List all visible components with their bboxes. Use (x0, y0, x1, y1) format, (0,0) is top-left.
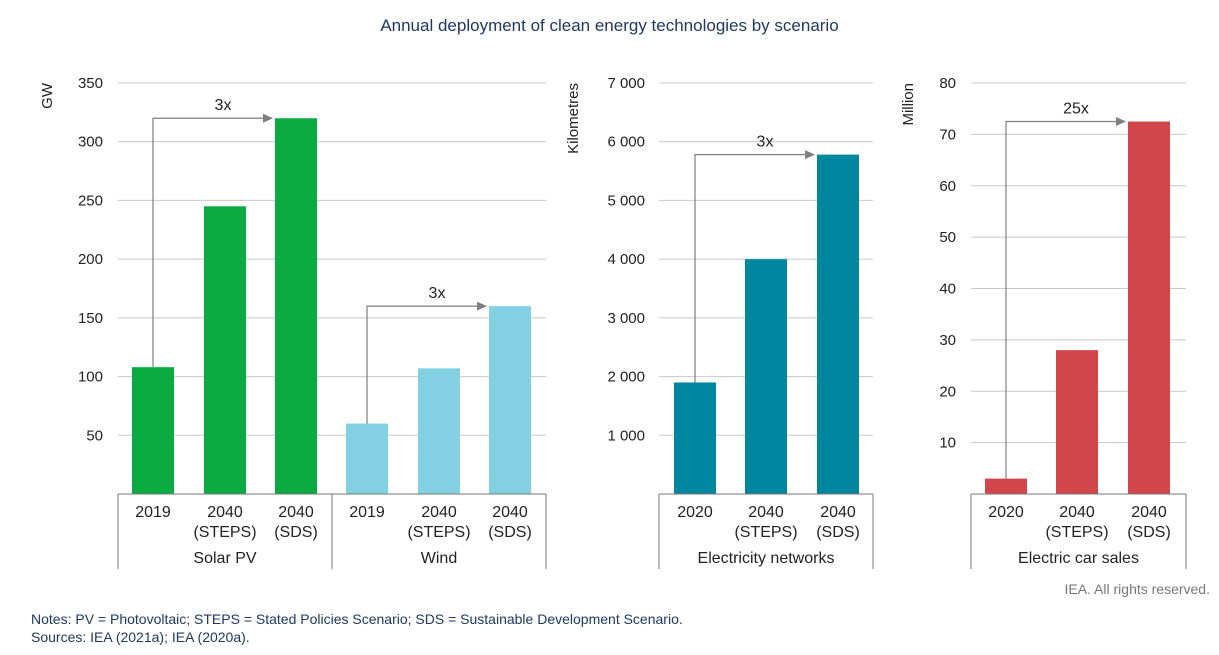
x-tick-label: 2019 (135, 504, 171, 521)
y-tick-label: 7 000 (607, 75, 645, 92)
growth-arrow-head (805, 150, 815, 160)
bar (745, 259, 787, 494)
growth-arrow-head (1116, 117, 1126, 127)
growth-multiple-label: 3x (757, 134, 774, 151)
y-tick-label: 80 (939, 75, 956, 92)
x-tick-label: (SDS) (816, 524, 860, 541)
x-tick-label: 2020 (988, 504, 1024, 521)
y-tick-label: 70 (939, 126, 956, 143)
bar (275, 118, 317, 494)
y-tick-label: 3 000 (607, 310, 645, 327)
y-tick-label: 350 (78, 75, 103, 92)
y-tick-label: 2 000 (607, 369, 645, 386)
bar (346, 423, 388, 494)
y-tick-label: 4 000 (607, 251, 645, 268)
growth-arrow-line (366, 305, 479, 424)
x-tick-label: 2040 (207, 504, 243, 521)
notes-text: Notes: PV = Photovoltaic; STEPS = Stated… (31, 611, 683, 627)
y-axis-label: Million (900, 83, 917, 126)
group-label: Wind (421, 550, 457, 567)
y-tick-label: 300 (78, 134, 103, 151)
x-tick-label: 2020 (677, 504, 713, 521)
bar (817, 154, 859, 495)
y-tick-label: 150 (78, 310, 103, 327)
y-tick-label: 50 (939, 229, 956, 246)
y-tick-label: 40 (939, 281, 956, 298)
bar (674, 382, 716, 494)
x-tick-label: (STEPS) (734, 524, 797, 541)
group-label: Solar PV (193, 550, 256, 567)
bar (418, 368, 460, 494)
y-tick-label: 20 (939, 383, 956, 400)
growth-multiple-label: 25x (1063, 101, 1089, 118)
y-tick-label: 30 (939, 332, 956, 349)
bar (985, 478, 1027, 494)
chart-title: Annual deployment of clean energy techno… (380, 16, 839, 35)
bar (204, 206, 246, 495)
growth-arrow-line (1005, 120, 1118, 479)
bar (1128, 121, 1170, 494)
growth-arrow-head (477, 301, 487, 311)
y-tick-label: 5 000 (607, 192, 645, 209)
y-tick-label: 10 (939, 435, 956, 452)
x-tick-label: 2040 (1059, 504, 1095, 521)
y-tick-label: 60 (939, 178, 956, 195)
y-tick-label: 250 (78, 192, 103, 209)
bar (1056, 350, 1098, 494)
x-tick-label: (STEPS) (1045, 524, 1108, 541)
group-label: Electricity networks (698, 550, 835, 567)
growth-arrow-line (152, 117, 265, 368)
copyright-credit: IEA. All rights reserved. (1064, 581, 1210, 597)
growth-multiple-label: 3x (429, 285, 446, 302)
y-tick-label: 200 (78, 251, 103, 268)
x-tick-label: 2040 (1131, 504, 1167, 521)
bar (132, 367, 174, 494)
x-tick-label: (SDS) (488, 524, 532, 541)
x-tick-label: (STEPS) (407, 524, 470, 541)
x-tick-label: 2019 (349, 504, 385, 521)
x-tick-label: 2040 (748, 504, 784, 521)
x-tick-label: 2040 (421, 504, 457, 521)
x-tick-label: (SDS) (1127, 524, 1171, 541)
y-axis-label: Kilometres (565, 83, 582, 154)
sources-text: Sources: IEA (2021a); IEA (2020a). (31, 629, 250, 645)
y-tick-label: 1 000 (607, 427, 645, 444)
y-tick-label: 50 (86, 427, 103, 444)
x-tick-label: 2040 (278, 504, 314, 521)
y-tick-label: 6 000 (607, 134, 645, 151)
footnotes: Notes: PV = Photovoltaic; STEPS = Stated… (31, 610, 683, 646)
y-tick-label: 100 (78, 369, 103, 386)
x-tick-label: 2040 (820, 504, 856, 521)
growth-arrow-line (694, 154, 807, 383)
x-tick-label: (STEPS) (193, 524, 256, 541)
x-tick-label: 2040 (492, 504, 528, 521)
y-axis-label: GW (39, 82, 56, 109)
growth-multiple-label: 3x (215, 97, 232, 114)
x-tick-label: (SDS) (274, 524, 318, 541)
group-label: Electric car sales (1018, 550, 1139, 567)
growth-arrow-head (263, 113, 273, 123)
bar (489, 306, 531, 494)
